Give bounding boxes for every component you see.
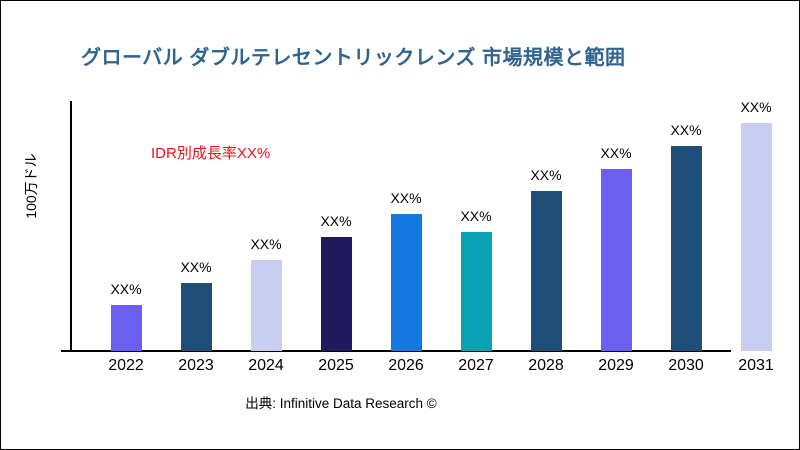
- bar-value-label-2027: XX%: [460, 208, 492, 225]
- x-tick-label-2028: 2028: [528, 357, 564, 374]
- bar-value-label-2025: XX%: [320, 213, 352, 229]
- chart-title: グローバル ダブルテレセントリックレンズ 市場規模と範囲: [81, 47, 626, 69]
- x-tick-label-2025: 2025: [318, 357, 354, 374]
- x-tick-label-2022: 2022: [108, 357, 144, 374]
- bar-value-label-2030: XX%: [670, 121, 702, 138]
- bar-2030: [670, 145, 702, 351]
- bar-value-label-2029: XX%: [600, 144, 632, 161]
- x-axis-line: [61, 350, 731, 352]
- x-tick-label-2029: 2029: [598, 357, 634, 374]
- y-axis-label: 100万ドル: [23, 153, 39, 219]
- x-tick-label-2027: 2027: [458, 357, 494, 374]
- bar-2026: [390, 214, 422, 351]
- bar-2024: [250, 259, 282, 351]
- x-tick-label-2031: 2031: [738, 357, 774, 374]
- plot-area: XX% 2022 XX% 2023 XX% 2024 XX% 2025 XX% 2026 XX% 20…: [61, 99, 782, 374]
- bar-2025: [320, 237, 352, 351]
- growth-rate-annotation: IDR別成長率XX%: [151, 145, 271, 162]
- bar-2029: [600, 168, 632, 351]
- bar-2023: [180, 282, 212, 351]
- bar-2031: [740, 123, 772, 351]
- bar-value-label-2024: XX%: [250, 235, 282, 252]
- y-axis-line: [70, 101, 72, 352]
- x-tick-label-2030: 2030: [668, 357, 704, 374]
- source-attribution: 出典: Infinitive Data Research ©: [245, 396, 437, 411]
- x-tick-label-2024: 2024: [248, 357, 284, 374]
- bar-2028: [530, 191, 562, 351]
- bar-2027: [460, 232, 492, 351]
- bar-value-label-2023: XX%: [180, 258, 212, 275]
- x-tick-label-2026: 2026: [388, 357, 424, 374]
- x-tick-label-2023: 2023: [178, 357, 214, 374]
- bar-value-label-2028: XX%: [530, 167, 562, 184]
- bar-value-label-2031: XX%: [740, 99, 772, 116]
- bar-value-label-2022: XX%: [110, 281, 142, 298]
- bar-2022: [110, 305, 142, 351]
- bar-value-label-2026: XX%: [390, 190, 422, 207]
